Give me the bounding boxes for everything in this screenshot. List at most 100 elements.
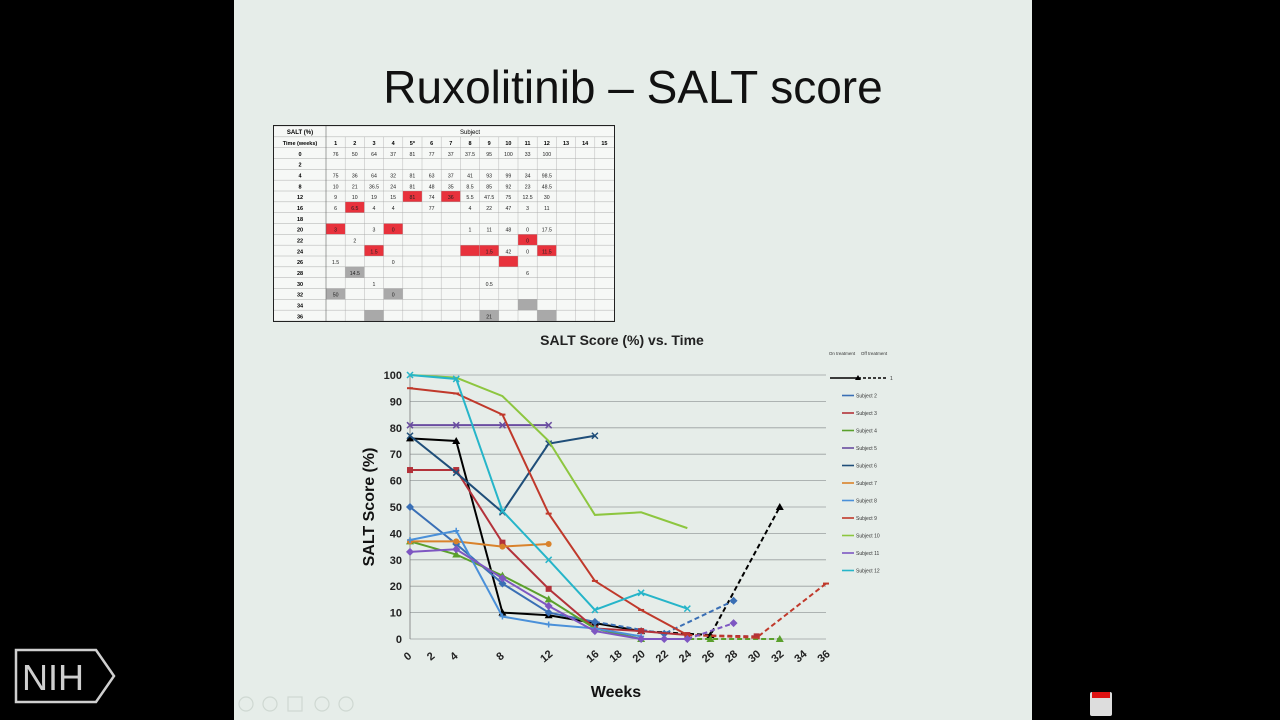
data-point (591, 606, 599, 614)
table-value-cell: 75 (333, 173, 339, 179)
slide-title: Ruxolitinib – SALT score (383, 61, 883, 113)
table-value-cell: 3 (334, 228, 337, 234)
table-cell-highlight-red (518, 234, 538, 246)
legend-label: Subject 10 (856, 534, 880, 540)
table-cell-highlight-red (479, 245, 499, 256)
data-point (499, 413, 506, 416)
table-value-cell: 95 (486, 152, 492, 158)
x-tick-label: 26 (700, 648, 717, 665)
x-tick-label: 24 (677, 648, 695, 666)
next-slide-icon[interactable] (262, 696, 278, 712)
data-point (591, 579, 598, 582)
prev-slide-icon[interactable] (238, 696, 254, 712)
data-point (823, 582, 829, 585)
y-axis-label: SALT Score (%) (361, 448, 378, 567)
series-line-on-treatment (409, 437, 642, 633)
table-header-subject: Subject (460, 130, 480, 136)
y-tick-label: 80 (390, 423, 402, 435)
table-value-cell: 4 (373, 206, 376, 212)
slide: Ruxolitinib – SALT score (234, 0, 1032, 720)
data-point (406, 503, 414, 511)
table-value-cell: 5.5 (466, 195, 473, 201)
series-line-on-treatment (409, 374, 688, 530)
more-options-icon[interactable] (338, 696, 354, 712)
table-cell-highlight-gray (537, 310, 557, 321)
legend-header-on: On treatment (829, 351, 856, 356)
table-value-cell: 81 (410, 184, 416, 190)
data-point (406, 371, 414, 379)
table-value-cell: 1.5 (332, 260, 339, 266)
pen-icon[interactable] (287, 696, 303, 712)
data-point (775, 635, 784, 642)
data-point (452, 375, 460, 383)
table-value-cell: 1.5 (370, 249, 377, 255)
data-point (753, 633, 760, 640)
data-point (545, 540, 552, 547)
table-subject-header: 5* (410, 141, 416, 147)
data-point (407, 467, 413, 474)
table-subject-header: 2 (353, 141, 356, 147)
x-tick-label: 18 (608, 648, 625, 665)
y-tick-label: 100 (384, 370, 402, 382)
data-point (637, 589, 645, 597)
table-value-cell: 37.5 (465, 152, 475, 158)
table-value-cell: 17.5 (542, 228, 552, 234)
table-value-cell: 48 (429, 184, 435, 190)
table-value-cell: 11 (487, 228, 492, 234)
table-value-cell: 50 (333, 293, 339, 299)
legend-header-off: Off treatment (861, 351, 888, 356)
table-subject-header: 8 (468, 141, 471, 147)
table-value-cell: 4 (469, 206, 472, 212)
data-point (544, 608, 553, 617)
table-value-cell: 3 (373, 228, 376, 234)
table-header-time: Time (weeks) (283, 141, 318, 147)
data-point (499, 539, 506, 546)
table-value-cell: 36 (448, 195, 454, 201)
data-point (498, 579, 507, 588)
table-time-cell: 32 (297, 293, 303, 299)
table-subject-header: 12 (544, 141, 550, 147)
zoom-icon[interactable] (314, 696, 330, 712)
x-tick-label: 30 (746, 648, 763, 665)
data-point (683, 605, 691, 613)
table-value-cell: 35 (448, 184, 454, 190)
table-time-cell: 30 (297, 282, 303, 288)
data-point (407, 537, 413, 543)
table-value-cell: 47.5 (484, 195, 494, 201)
data-point (498, 507, 506, 515)
table-value-cell: 50 (352, 152, 358, 158)
table-value-cell: 15 (390, 195, 396, 201)
table-value-cell: 10 (333, 184, 339, 190)
presentation-app-icon[interactable] (1090, 692, 1112, 716)
table-value-cell: 0 (526, 238, 529, 244)
table-value-cell: 0 (392, 293, 395, 299)
table-subject-header: 13 (563, 141, 569, 147)
table-cell-highlight-gray (518, 299, 538, 311)
data-point (637, 635, 646, 643)
legend-label: Subject 6 (856, 464, 877, 470)
x-tick-label: 2 (425, 650, 437, 663)
table-time-cell: 26 (297, 260, 303, 266)
table-cell-highlight-gray (364, 310, 384, 321)
table-value-cell: 48.5 (542, 184, 552, 190)
table-value-cell: 93 (486, 173, 492, 179)
table-value-cell: 32 (390, 173, 396, 179)
table-subject-header: 15 (601, 141, 607, 147)
table-value-cell: 19 (371, 195, 377, 201)
salt-chart: SALT Score (%) vs. Time01020304050607080… (361, 332, 893, 701)
data-point (638, 628, 645, 635)
table-value-cell: 37 (448, 152, 454, 158)
series-line-off-treatment (687, 582, 827, 639)
data-point (729, 619, 738, 628)
data-point (498, 574, 507, 583)
table-value-cell: 3 (526, 206, 529, 212)
table-value-cell: 1.5 (486, 249, 493, 255)
table-value-cell: 36.5 (369, 184, 379, 190)
table-cell-highlight-red (460, 245, 480, 256)
legend-label: Subject 5 (856, 446, 877, 452)
table-subject-header: 6 (430, 141, 433, 147)
data-point (407, 387, 413, 390)
series-line-on-treatment (409, 529, 642, 638)
table-value-cell: 11.5 (542, 249, 552, 255)
